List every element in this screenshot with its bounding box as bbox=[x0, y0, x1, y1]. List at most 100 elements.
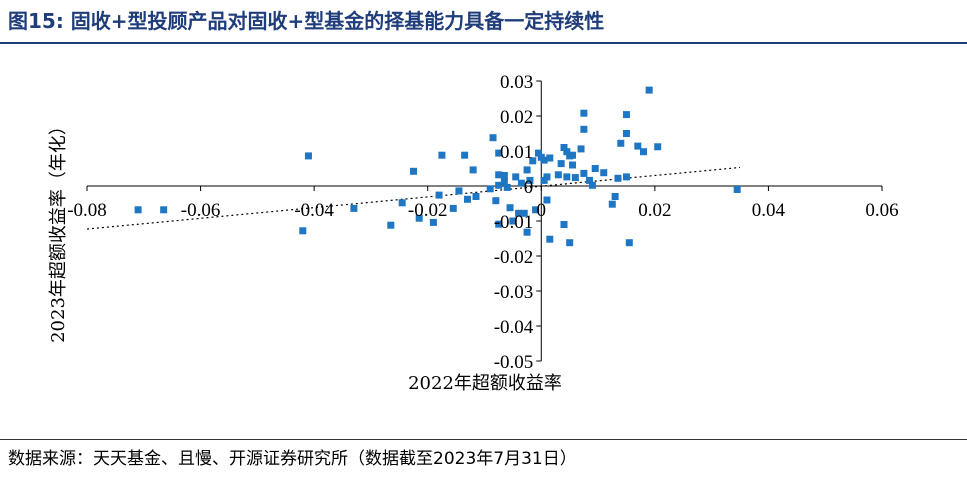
y-tick-labels: 0.03 0.02 0.01 0 -0.01 -0.02 -0.03 -0.04 -0.05 bbox=[494, 72, 534, 373]
data-point bbox=[438, 151, 446, 159]
data-point bbox=[600, 169, 608, 177]
data-point bbox=[463, 195, 471, 203]
data-point bbox=[495, 149, 503, 157]
y-tick-label: 0 bbox=[524, 177, 534, 198]
data-point bbox=[534, 149, 542, 157]
data-point bbox=[435, 191, 443, 199]
title-underline bbox=[0, 42, 967, 44]
data-point bbox=[640, 148, 647, 156]
y-tick-label: -0.04 bbox=[494, 317, 534, 338]
data-point bbox=[495, 171, 503, 179]
data-point bbox=[500, 172, 508, 179]
data-point bbox=[526, 176, 534, 184]
data-point bbox=[500, 178, 508, 186]
data-point bbox=[543, 173, 551, 181]
data-point bbox=[492, 197, 500, 205]
data-point bbox=[461, 151, 469, 159]
trendline bbox=[86, 166, 741, 230]
x-tick-label: -0.06 bbox=[181, 200, 221, 221]
x-tick-label: 0.02 bbox=[638, 200, 671, 221]
data-point bbox=[543, 196, 551, 204]
data-point bbox=[591, 165, 599, 172]
x-tick-label: -0.04 bbox=[294, 200, 334, 221]
data-point bbox=[495, 181, 503, 189]
scatter-chart: 0.030.020.010-0.01-0.02-0.03-0.04-0.05 -… bbox=[48, 72, 899, 394]
x-tick-label: -0.02 bbox=[408, 200, 448, 221]
data-point bbox=[429, 218, 437, 226]
data-point bbox=[569, 151, 577, 159]
x-axis-label: 2022年超额收益率 bbox=[408, 373, 562, 394]
data-point bbox=[577, 145, 585, 153]
data-point bbox=[560, 144, 568, 151]
y-tick-label: 0.01 bbox=[500, 142, 533, 163]
source-divider bbox=[0, 439, 967, 440]
data-point bbox=[495, 220, 503, 228]
data-point bbox=[304, 152, 312, 160]
y-tick-label: 0.03 bbox=[500, 72, 533, 93]
data-point bbox=[563, 148, 571, 156]
data-point bbox=[554, 171, 562, 179]
data-point bbox=[506, 204, 514, 212]
data-point bbox=[415, 214, 423, 222]
data-point bbox=[512, 173, 520, 181]
data-point bbox=[387, 221, 395, 229]
data-point bbox=[588, 181, 596, 189]
x-tick-label: 0.06 bbox=[865, 200, 898, 221]
y-axis-label: 2023年超额收益率（年化） bbox=[48, 117, 69, 343]
data-point bbox=[523, 166, 531, 174]
data-point bbox=[614, 174, 622, 182]
data-point bbox=[571, 174, 579, 182]
data-point bbox=[580, 125, 588, 133]
data-point bbox=[580, 109, 588, 117]
data-point bbox=[625, 239, 633, 247]
data-point bbox=[529, 157, 537, 165]
data-point bbox=[617, 139, 625, 147]
data-point bbox=[472, 193, 480, 200]
data-point bbox=[503, 183, 511, 191]
data-point bbox=[540, 156, 548, 164]
y-tick-label: -0.05 bbox=[494, 352, 534, 373]
data-point bbox=[449, 204, 457, 212]
y-tick-label: -0.01 bbox=[494, 212, 534, 233]
y-tick-label: -0.02 bbox=[494, 247, 534, 268]
data-point bbox=[560, 221, 568, 228]
data-point bbox=[299, 227, 307, 235]
y-tick-marks bbox=[536, 80, 542, 362]
data-point bbox=[563, 173, 571, 181]
x-tick-label: -0.08 bbox=[67, 200, 107, 221]
data-point bbox=[410, 167, 418, 175]
data-point bbox=[469, 166, 477, 174]
data-point bbox=[645, 86, 653, 94]
figure-title: 图15: 固收+型投顾产品对固收+型基金的择基能力具备一定持续性 bbox=[8, 9, 605, 33]
data-point bbox=[566, 239, 574, 247]
data-point bbox=[517, 179, 525, 187]
data-point bbox=[398, 199, 406, 207]
data-point bbox=[611, 193, 619, 200]
data-point bbox=[622, 130, 630, 137]
data-point bbox=[509, 217, 517, 225]
data-point bbox=[515, 209, 523, 217]
x-tick-labels: -0.08 -0.06 -0.04 -0.02 0 0.02 0.04 0.06 bbox=[67, 200, 898, 221]
data-point bbox=[622, 111, 630, 119]
data-point bbox=[634, 142, 642, 150]
data-point bbox=[523, 228, 531, 236]
data-point bbox=[455, 187, 463, 195]
y-tick-label: 0.02 bbox=[500, 107, 533, 128]
data-point bbox=[350, 204, 358, 212]
data-point bbox=[654, 143, 662, 151]
data-point bbox=[532, 206, 540, 214]
source-note: 数据来源：天天基金、且慢、开源证券研究所（数据截至2023年7月31日） bbox=[8, 449, 577, 469]
data-point bbox=[520, 209, 528, 217]
chart-axes bbox=[87, 81, 882, 361]
data-point bbox=[557, 160, 565, 168]
x-tick-label: 0 bbox=[537, 200, 547, 221]
data-point bbox=[160, 206, 168, 214]
data-point bbox=[486, 185, 494, 193]
data-point bbox=[733, 186, 741, 193]
data-point bbox=[546, 154, 554, 162]
data-point bbox=[608, 200, 616, 208]
data-point bbox=[586, 176, 594, 184]
data-point bbox=[622, 173, 630, 181]
y-tick-label: -0.03 bbox=[494, 282, 534, 303]
data-points bbox=[134, 86, 741, 247]
